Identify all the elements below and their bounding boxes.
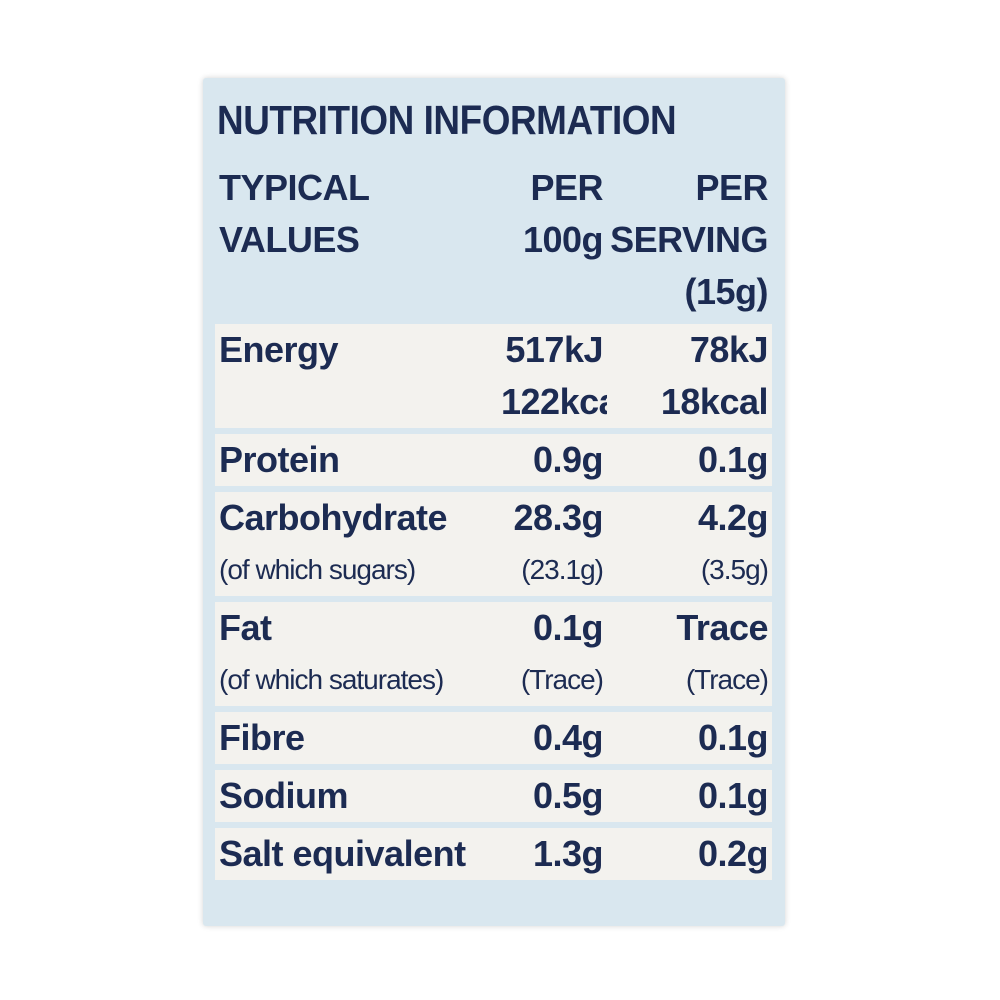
row-sugars-per-100g: (23.1g) bbox=[521, 554, 604, 585]
label-title: NUTRITION INFORMATION bbox=[217, 97, 677, 143]
header-typical-values: TYPICAL VALUES bbox=[215, 162, 501, 318]
nutrition-label: NUTRITION INFORMATION TYPICAL VALUES PER… bbox=[203, 78, 785, 926]
row-fat-label: Fat (of which saturates) bbox=[215, 602, 501, 706]
nutrition-table: TYPICAL VALUES PER 100g PER SERVING (15g… bbox=[215, 162, 772, 880]
row-saturates-per-100g: (Trace) bbox=[520, 664, 604, 695]
row-sodium-label: Sodium bbox=[215, 770, 501, 822]
row-fibre-per-100g: 0.4g bbox=[501, 712, 607, 764]
row-sugars-per-serving: (3.5g) bbox=[700, 554, 769, 585]
row-fat-per-100g: 0.1g (Trace) bbox=[501, 602, 607, 706]
row-salt-per-100g: 1.3g bbox=[501, 828, 607, 880]
row-saturates-per-serving: (Trace) bbox=[685, 664, 769, 695]
row-carbohydrate-label: Carbohydrate (of which sugars) bbox=[215, 492, 501, 596]
row-salt-per-serving: 0.2g bbox=[607, 828, 772, 880]
row-fat-per-serving: Trace (Trace) bbox=[607, 602, 772, 706]
row-carbohydrate-per-serving: 4.2g (3.5g) bbox=[607, 492, 772, 596]
row-protein-per-100g: 0.9g bbox=[501, 434, 607, 486]
row-sugars-label: (of which sugars) bbox=[219, 554, 416, 585]
row-salt-label: Salt equivalent bbox=[215, 828, 501, 880]
row-carbohydrate-per-100g: 28.3g (23.1g) bbox=[501, 492, 607, 596]
row-fibre-label: Fibre bbox=[215, 712, 501, 764]
row-sodium-per-100g: 0.5g bbox=[501, 770, 607, 822]
row-saturates-label: (of which saturates) bbox=[219, 664, 444, 695]
row-protein-per-serving: 0.1g bbox=[607, 434, 772, 486]
row-energy-per-serving: 78kJ 18kcal bbox=[607, 324, 772, 428]
row-energy-per-100g: 517kJ 122kcal bbox=[501, 324, 628, 428]
row-energy-label: Energy bbox=[215, 324, 501, 428]
row-fibre-per-serving: 0.1g bbox=[607, 712, 772, 764]
row-sodium-per-serving: 0.1g bbox=[607, 770, 772, 822]
header-per-serving: PER SERVING (15g) bbox=[607, 162, 772, 318]
header-per-100g: PER 100g bbox=[501, 162, 607, 318]
row-protein-label: Protein bbox=[215, 434, 501, 486]
